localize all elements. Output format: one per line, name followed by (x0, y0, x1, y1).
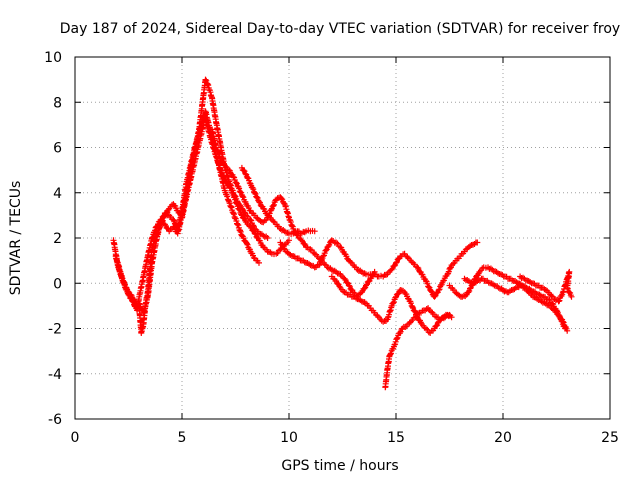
series-trace-8 (382, 305, 453, 391)
data-point-markers (461, 275, 571, 334)
y-tick-label: 0 (53, 276, 62, 292)
y-tick-label: 8 (53, 95, 62, 111)
y-tick-label: 6 (53, 141, 62, 157)
data-point-markers (382, 305, 453, 391)
x-tick-label: 5 (178, 430, 187, 446)
x-tick-label: 10 (280, 430, 298, 446)
data-point-markers (238, 164, 318, 237)
x-tick-label: 15 (387, 430, 405, 446)
y-tick-label: 10 (44, 50, 62, 66)
y-tick-label: -2 (48, 322, 62, 338)
x-tick-label: 25 (601, 430, 619, 446)
series-trace-9 (446, 264, 569, 332)
x-axis-label: GPS time / hours (281, 458, 398, 474)
data-point-markers (446, 264, 569, 332)
series-trace-10 (461, 275, 571, 334)
series-trace-3 (114, 112, 292, 316)
y-tick-label: 4 (53, 186, 62, 202)
chart-title: Day 187 of 2024, Sidereal Day-to-day VTE… (60, 21, 620, 37)
y-tick-label: -6 (48, 412, 62, 428)
y-tick-label: -4 (48, 367, 62, 383)
x-tick-label: 20 (494, 430, 512, 446)
data-point-markers (114, 112, 292, 316)
series-trace-11 (517, 268, 575, 305)
plot-frame (74, 56, 611, 420)
data-point-markers (277, 237, 481, 300)
y-axis-label: SDTVAR / TECUs (8, 181, 24, 296)
y-tick-label: 2 (53, 231, 62, 247)
axis-ticks: 0 5 10 15 20 25 -6 -4 -2 0 2 4 6 8 10 (44, 50, 619, 446)
series-trace-7 (328, 273, 455, 336)
series-trace-6 (277, 237, 481, 300)
data-points (110, 76, 575, 391)
data-point-markers (328, 273, 455, 336)
x-tick-label: 0 (71, 430, 80, 446)
data-point-markers (517, 268, 575, 305)
series-trace-5 (238, 164, 318, 237)
